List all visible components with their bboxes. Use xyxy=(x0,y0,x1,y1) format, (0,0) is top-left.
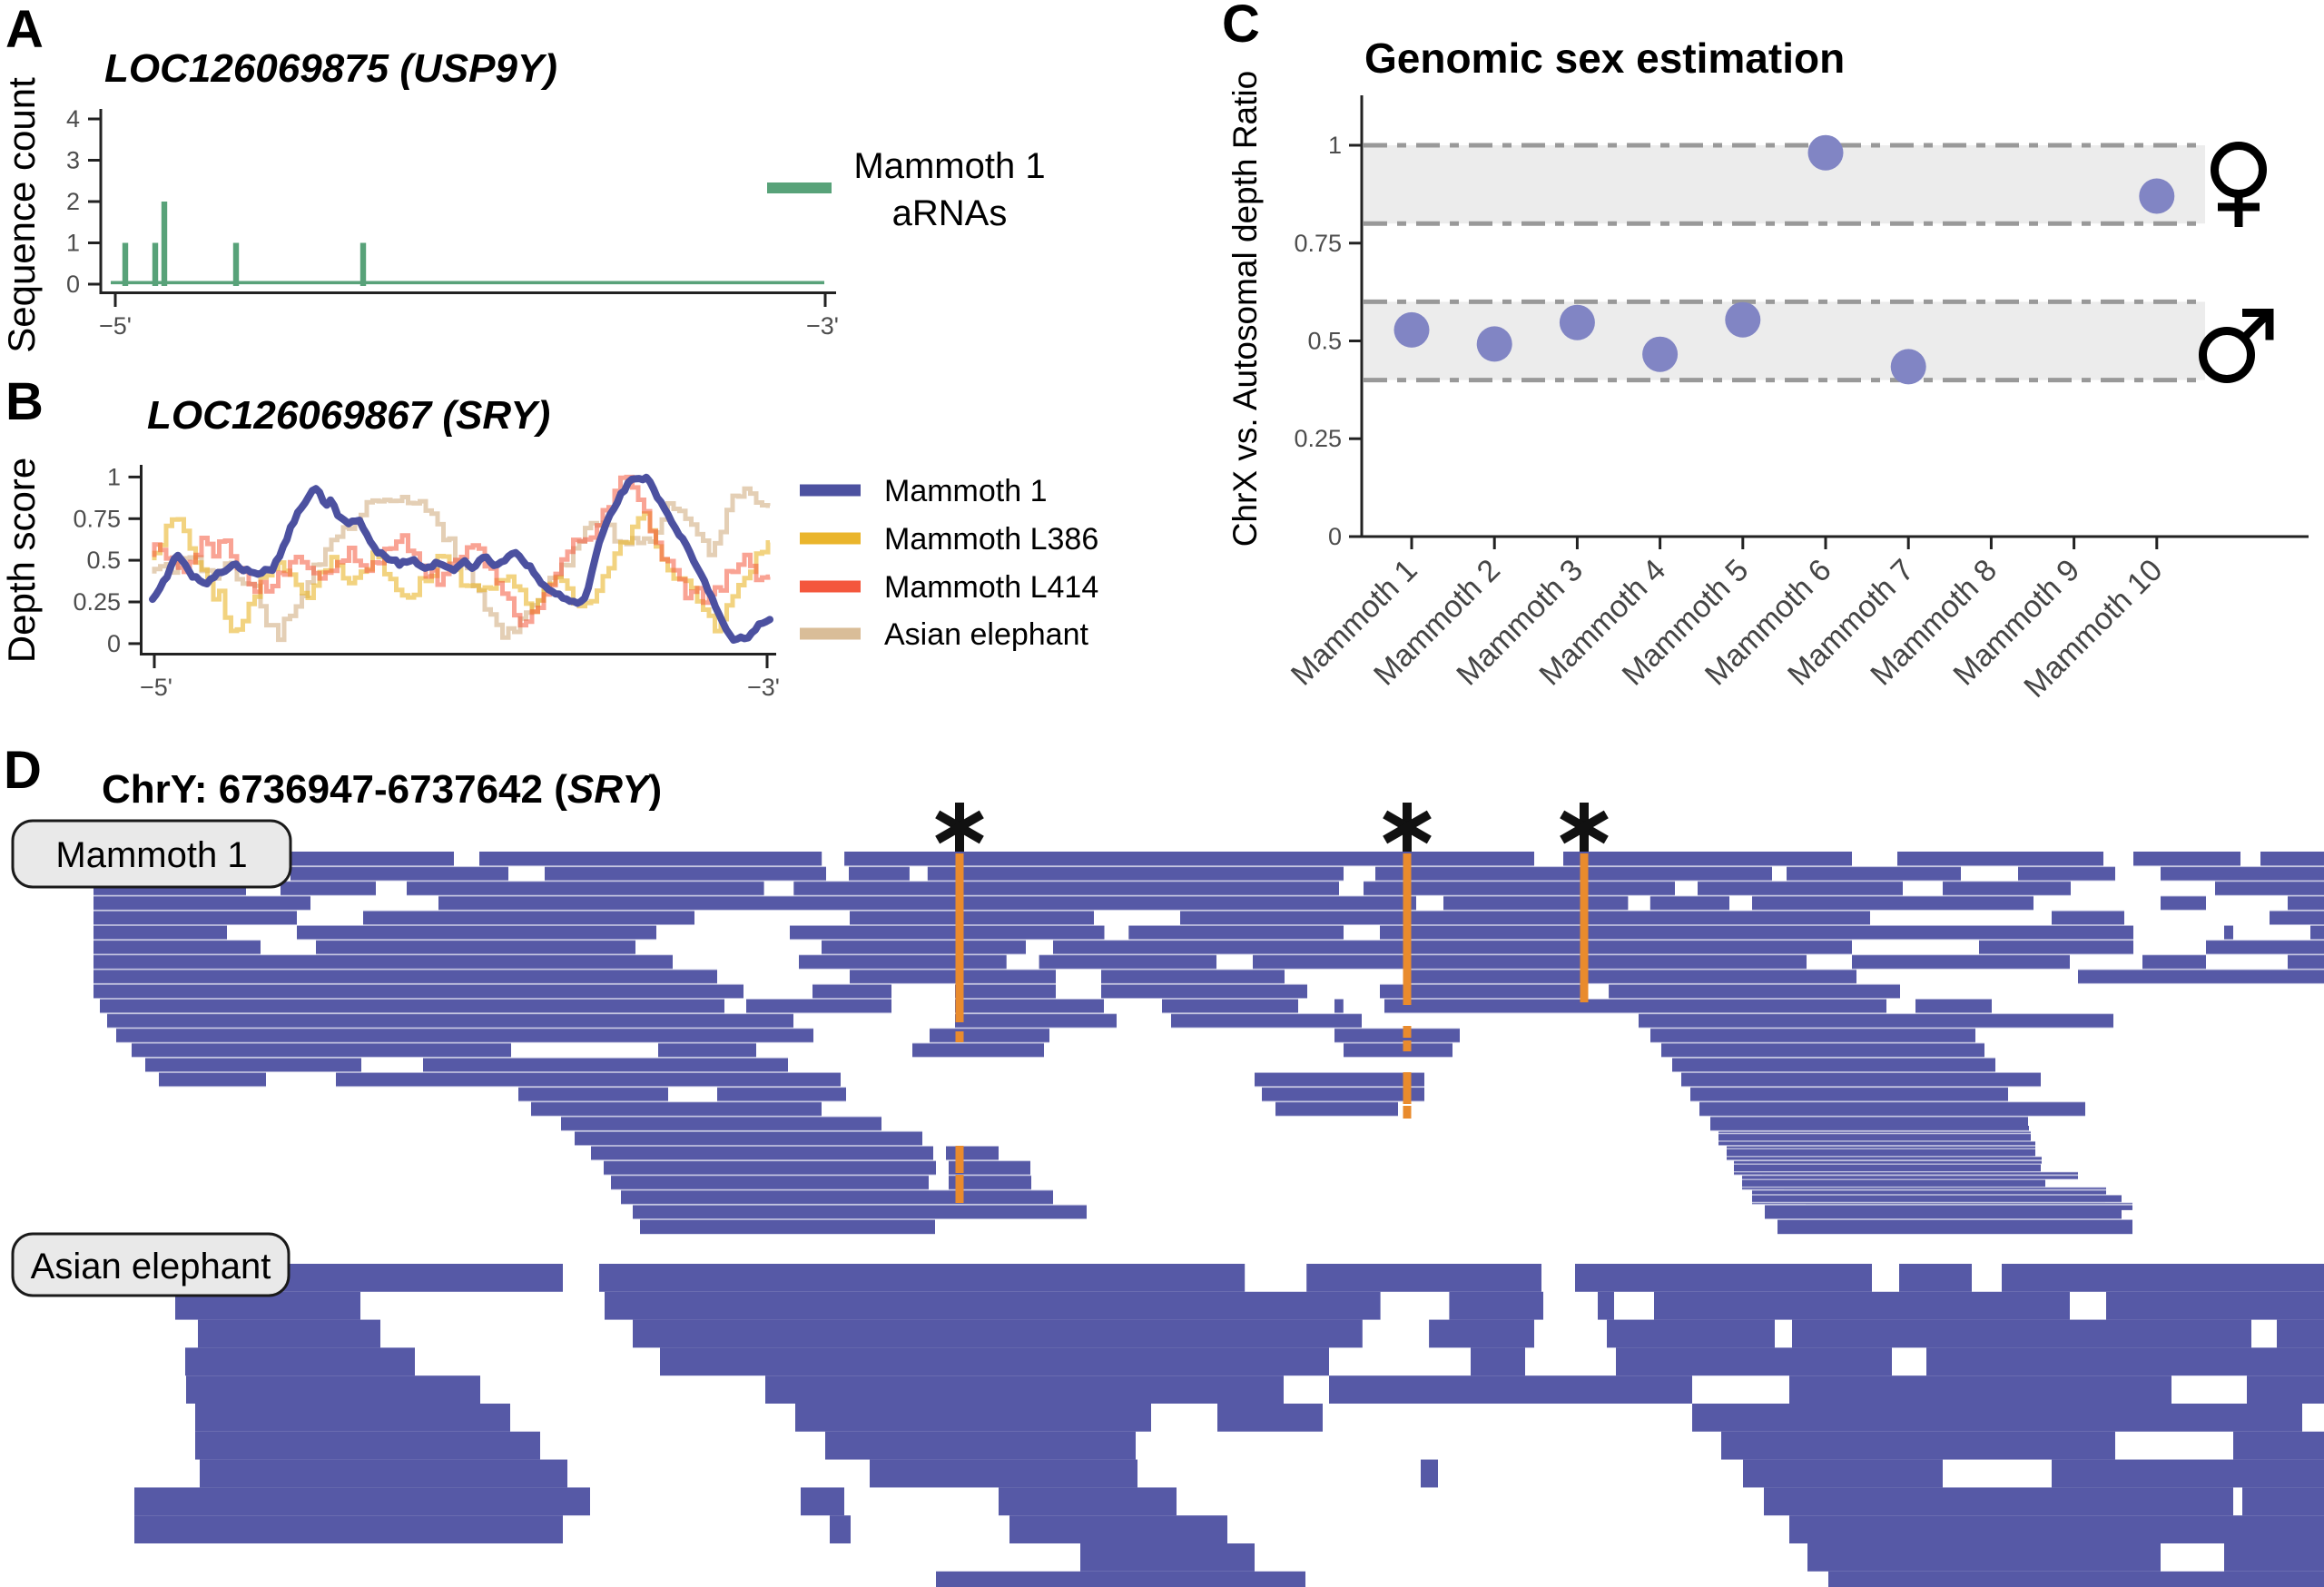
svg-text:Mammoth 1: Mammoth 1 xyxy=(853,146,1045,186)
svg-text:Asian elephant: Asian elephant xyxy=(31,1247,271,1286)
svg-text:−3': −3' xyxy=(806,312,839,340)
svg-text:Asian elephant: Asian elephant xyxy=(884,617,1089,652)
svg-text:Depth score: Depth score xyxy=(0,458,43,663)
svg-text:0.25: 0.25 xyxy=(73,588,121,616)
svg-text:aRNAs: aRNAs xyxy=(892,193,1008,233)
svg-text:0.25: 0.25 xyxy=(1294,425,1342,452)
svg-text:Mammoth 1: Mammoth 1 xyxy=(55,835,247,875)
svg-text:1: 1 xyxy=(66,230,80,257)
svg-text:LOC126069875 (USP9Y): LOC126069875 (USP9Y) xyxy=(104,46,557,91)
svg-text:0.5: 0.5 xyxy=(86,547,121,574)
svg-text:Mammoth L414: Mammoth L414 xyxy=(884,570,1098,605)
svg-text:0.75: 0.75 xyxy=(73,505,121,532)
svg-text:ChrY: 6736947-6737642 (SRY): ChrY: 6736947-6737642 (SRY) xyxy=(102,767,662,812)
svg-text:2: 2 xyxy=(66,188,80,215)
svg-text:0: 0 xyxy=(1328,523,1342,550)
svg-text:3: 3 xyxy=(66,147,80,174)
svg-text:ChrX vs. Autosomal depth Ratio: ChrX vs. Autosomal depth Ratio xyxy=(1226,71,1264,547)
svg-text:0.75: 0.75 xyxy=(1294,230,1342,257)
svg-text:C: C xyxy=(1222,0,1260,54)
svg-text:1: 1 xyxy=(1328,132,1342,159)
svg-text:−5': −5' xyxy=(140,674,172,701)
svg-text:LOC126069867 (SRY): LOC126069867 (SRY) xyxy=(147,393,550,438)
svg-text:0: 0 xyxy=(66,271,80,298)
svg-text:A: A xyxy=(5,0,44,59)
svg-text:B: B xyxy=(5,372,44,431)
svg-text:Genomic sex estimation: Genomic sex estimation xyxy=(1364,34,1845,82)
svg-text:D: D xyxy=(4,741,42,800)
svg-text:0.5: 0.5 xyxy=(1307,328,1342,355)
svg-text:Mammoth L386: Mammoth L386 xyxy=(884,522,1098,557)
svg-text:−3': −3' xyxy=(747,674,780,701)
svg-text:4: 4 xyxy=(66,105,80,133)
svg-text:0: 0 xyxy=(107,630,121,657)
svg-text:Mammoth 1: Mammoth 1 xyxy=(884,474,1048,508)
svg-text:1: 1 xyxy=(107,463,121,490)
svg-text:Sequence count: Sequence count xyxy=(0,77,43,353)
svg-text:−5': −5' xyxy=(99,312,132,340)
